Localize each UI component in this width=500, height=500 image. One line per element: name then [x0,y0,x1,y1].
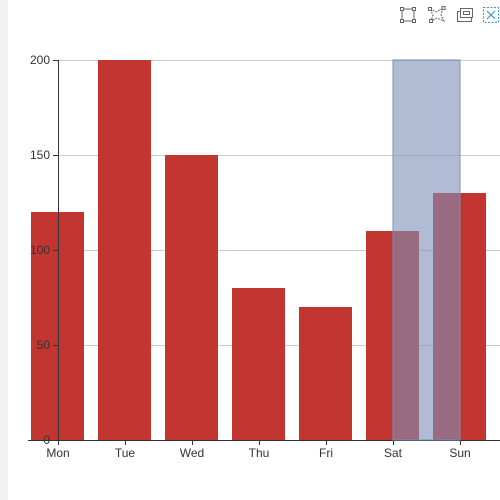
bar-thu [232,288,285,440]
x-tick-label-fri: Fri [319,446,333,460]
x-tick-label-wed: Wed [180,446,204,460]
x-tick-label-sat: Sat [384,446,403,460]
x-tick-label-mon: Mon [46,446,69,460]
bar-wed [165,155,218,440]
y-tick-label: 100 [30,243,50,257]
x-tick-label-sun: Sun [449,446,470,460]
bar-tue [98,60,151,440]
y-tick-label: 50 [37,338,51,352]
brush-selection-area [392,59,461,441]
y-tick-label: 200 [30,53,50,67]
x-tick-label-thu: Thu [249,446,270,460]
clear-selection-icon[interactable] [481,5,500,25]
x-tick-label-tue: Tue [115,446,136,460]
y-tick-label: 150 [30,148,50,162]
lasso-select-icon[interactable] [427,5,447,25]
keep-selection-icon[interactable] [455,5,475,25]
chart-toolbox [0,0,500,30]
bar-fri [299,307,352,440]
left-panel-strip [0,0,8,500]
rect-select-icon[interactable] [398,5,418,25]
